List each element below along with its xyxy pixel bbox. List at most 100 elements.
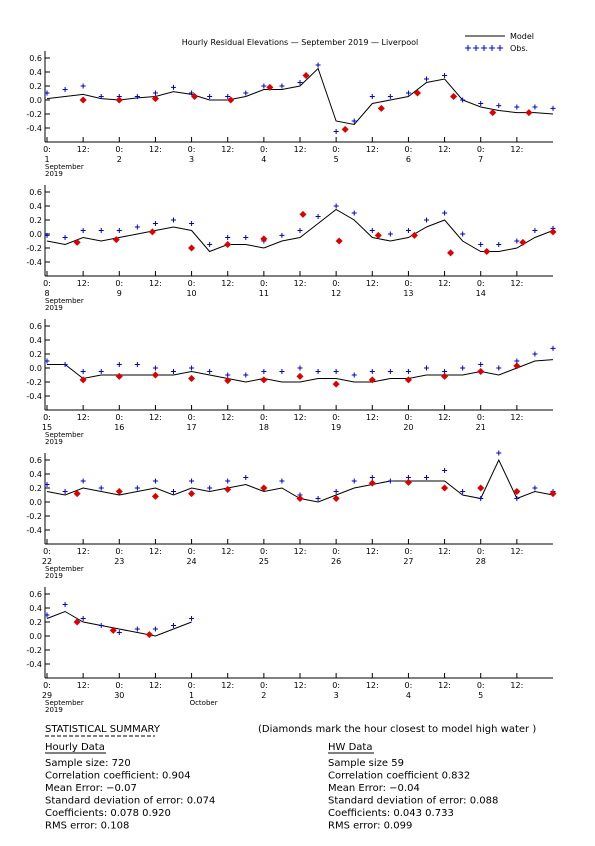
obs-point [98, 623, 104, 628]
hw-diamond [112, 236, 120, 244]
day-label: 29 [42, 691, 52, 700]
x-tick-label: 0: [115, 547, 123, 556]
obs-point [387, 478, 393, 484]
obs-point [297, 365, 303, 371]
hw-diamond [260, 376, 268, 384]
y-tick-label: 0.2 [29, 350, 42, 359]
hw-diamond [260, 484, 268, 492]
obs-point [496, 103, 502, 109]
legend-plus [497, 45, 503, 51]
x-tick-label: 12: [294, 547, 307, 556]
x-tick-label: 0: [405, 681, 413, 690]
obs-point [116, 630, 122, 635]
day-label: 2 [261, 691, 266, 700]
legend-label: Obs. [510, 44, 528, 53]
obs-point [62, 362, 68, 367]
hw-diamond [115, 96, 123, 104]
x-tick-label: 0: [115, 145, 123, 154]
obs-point [405, 369, 411, 374]
obs-point [98, 228, 104, 233]
hw-diamond [73, 238, 81, 246]
y-tick-label: -0.4 [26, 392, 42, 401]
obs-point [351, 118, 357, 124]
y-tick-label: 0.2 [29, 618, 42, 627]
hw-diamond [368, 376, 376, 384]
obs-point [62, 489, 68, 494]
x-tick-label: 12: [438, 279, 451, 288]
x-tick-label: 0: [260, 547, 268, 556]
x-tick-label: 0: [188, 413, 196, 422]
day-label: 27 [403, 557, 413, 566]
obs-point [152, 478, 158, 484]
summary-line: Standard deviation of error: 0.088 [328, 796, 498, 807]
hw-diamond [441, 372, 449, 380]
day-label: 3 [189, 155, 194, 164]
day-label: 3 [334, 691, 339, 700]
x-tick-label: 12: [438, 413, 451, 422]
y-tick-label: -0.4 [26, 258, 42, 267]
x-tick-label: 12: [77, 681, 90, 690]
hw-diamond [296, 372, 304, 380]
obs-point [152, 90, 158, 96]
month-label: October [190, 699, 218, 707]
hw-diamond [145, 631, 153, 639]
day-label: 4 [261, 155, 266, 164]
hw-diamond [227, 96, 235, 104]
x-tick-label: 12: [438, 145, 451, 154]
y-tick-label: 0.6 [29, 322, 42, 331]
obs-point [478, 496, 484, 501]
obs-point [478, 101, 484, 106]
obs-point [297, 228, 303, 233]
model-line [47, 359, 554, 383]
y-tick-label: 0.6 [29, 188, 42, 197]
y-tick-label: -0.2 [26, 646, 42, 655]
hw-diamond [513, 362, 521, 370]
hw-diamond [549, 490, 557, 498]
day-label: 13 [403, 289, 413, 298]
y-tick-label: 0.0 [29, 364, 42, 373]
obs-point [460, 489, 466, 494]
obs-point [189, 90, 195, 96]
day-label: 7 [478, 155, 483, 164]
day-label: 10 [186, 289, 196, 298]
hw-diamond [115, 372, 123, 380]
legend-plus [489, 45, 495, 51]
hw-diamond [151, 371, 159, 379]
day-label: 1 [189, 691, 194, 700]
year-label: 2019 [45, 438, 63, 446]
day-label: 9 [117, 289, 122, 298]
obs-point [424, 76, 429, 82]
x-tick-label: 0: [332, 279, 340, 288]
summary-line: Coefficients: 0.078 0.920 [45, 808, 171, 819]
obs-point [189, 365, 195, 371]
obs-point [424, 217, 429, 223]
obs-point [44, 232, 50, 238]
obs-point [496, 365, 502, 371]
obs-point [514, 238, 520, 244]
hw-diamond [441, 484, 449, 492]
obs-point [351, 372, 357, 378]
obs-point [152, 221, 158, 226]
model-line [46, 67, 554, 126]
hw-diamond [151, 492, 159, 500]
x-tick-label: 12: [366, 413, 379, 422]
x-tick-label: 0: [188, 145, 196, 154]
y-tick-label: 0.0 [29, 632, 42, 641]
obs-point [279, 478, 285, 484]
x-tick-label: 0: [115, 681, 123, 690]
x-tick-label: 12: [510, 413, 523, 422]
obs-point [442, 210, 448, 216]
x-tick-label: 0: [405, 547, 413, 556]
x-tick-label: 0: [332, 681, 340, 690]
obs-point [171, 217, 176, 223]
x-tick-label: 12: [366, 547, 379, 556]
x-tick-label: 12: [221, 681, 234, 690]
obs-point [225, 235, 231, 240]
summary-heading: HW Data [328, 742, 372, 753]
day-label: 25 [259, 557, 269, 566]
year-label: 2019 [45, 170, 63, 178]
obs-point [116, 228, 122, 233]
y-tick-label: 0.6 [29, 590, 42, 599]
hw-diamond [299, 210, 307, 218]
summary-title: STATISTICAL SUMMARY [45, 724, 161, 735]
